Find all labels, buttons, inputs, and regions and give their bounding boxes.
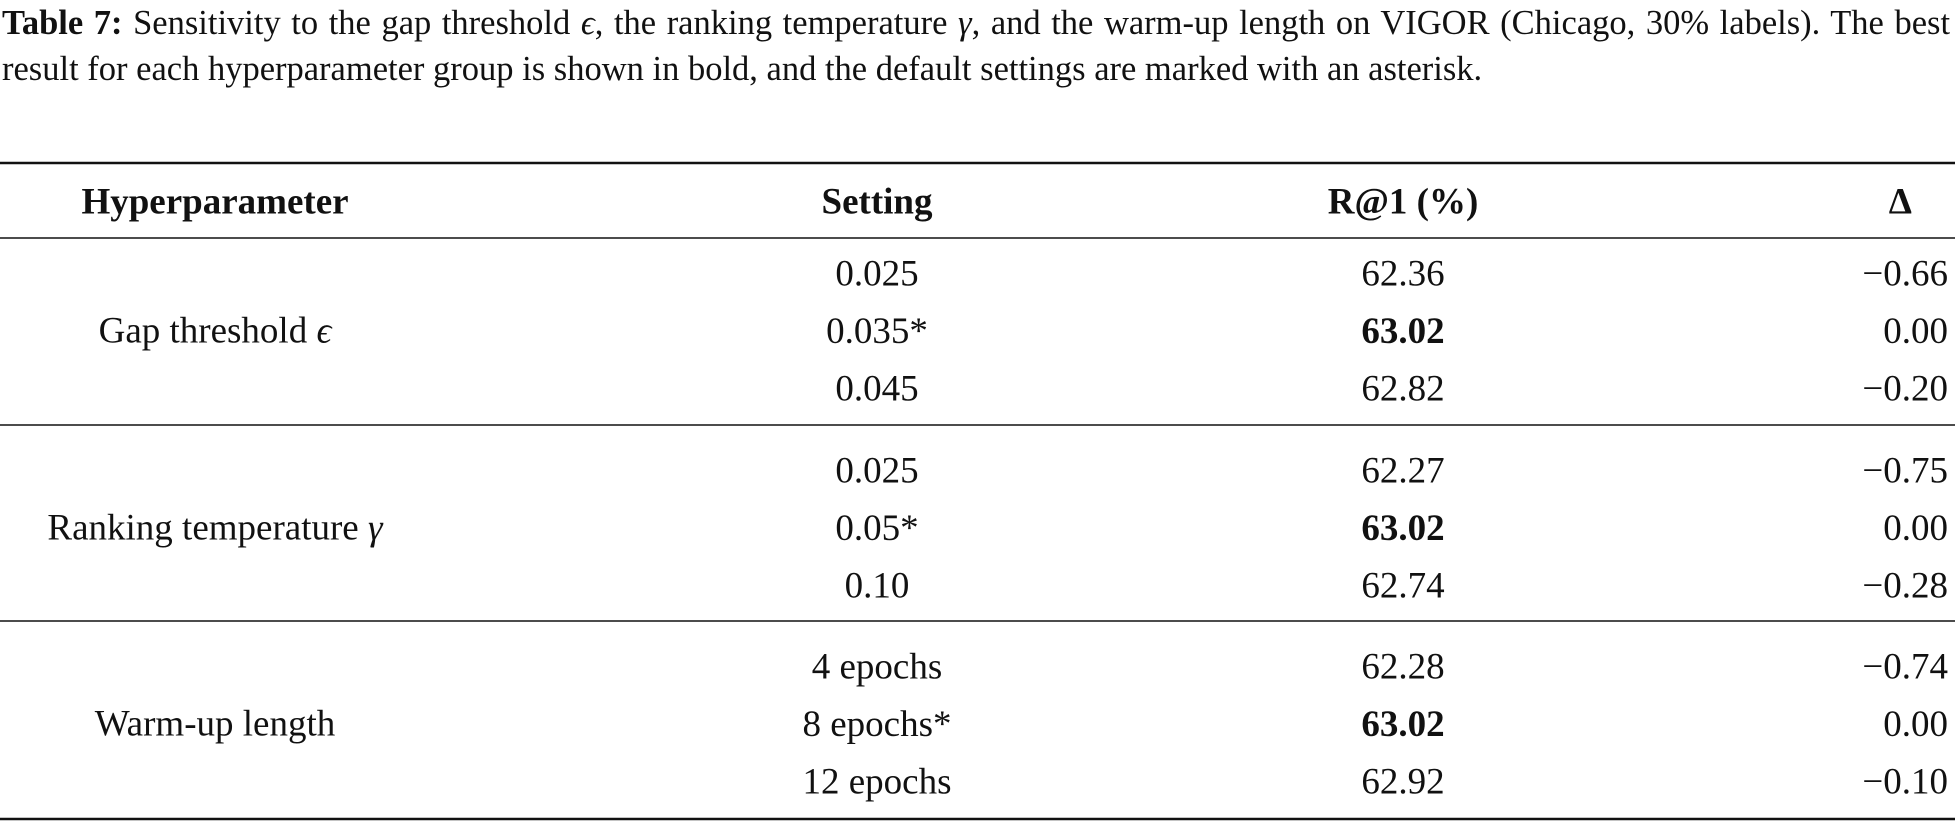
r1-cell: 62.36 — [1361, 253, 1444, 294]
delta-cell: −0.75 — [1862, 450, 1948, 491]
r1-cell: 62.92 — [1361, 761, 1444, 802]
r1-cell: 62.27 — [1361, 450, 1444, 491]
caption-text: ϵ — [580, 4, 595, 42]
caption-text: , and the warm-up length on VIGOR (Chica… — [2, 4, 1951, 88]
group-label: Warm-up length — [95, 704, 336, 745]
r1-cell: 63.02 — [1361, 311, 1444, 352]
header-cell: Setting — [822, 181, 934, 222]
group-symbol: γ — [368, 508, 384, 549]
setting-cell: 4 epochs — [812, 646, 943, 687]
delta-cell: −0.74 — [1862, 646, 1948, 687]
caption: Table 7: Sensitivity to the gap threshol… — [2, 0, 1950, 92]
group-symbol: ϵ — [316, 311, 333, 352]
delta-cell: −0.28 — [1862, 565, 1948, 606]
setting-cell: 0.025 — [835, 450, 918, 491]
group-name: Ranking temperature — [47, 508, 368, 549]
r1-cell: 63.02 — [1361, 704, 1444, 745]
group-label: Ranking temperature γ — [47, 508, 384, 549]
header-cell: R@1 (%) — [1328, 181, 1479, 222]
group-name: Warm-up length — [95, 704, 336, 745]
r1-cell: 62.74 — [1361, 565, 1444, 606]
r1-cell: 63.02 — [1361, 508, 1444, 549]
group-name: Gap threshold — [99, 311, 317, 352]
setting-cell: 0.045 — [835, 368, 918, 409]
header-cell: Hyperparameter — [81, 181, 348, 222]
delta-cell: 0.00 — [1883, 311, 1948, 352]
delta-cell: 0.00 — [1883, 508, 1948, 549]
delta-cell: −0.66 — [1862, 253, 1948, 294]
delta-cell: −0.10 — [1862, 761, 1948, 802]
setting-cell: 0.10 — [845, 565, 910, 606]
group-label: Gap threshold ϵ — [99, 311, 334, 352]
setting-cell: 12 epochs — [803, 761, 952, 802]
r1-cell: 62.82 — [1361, 368, 1444, 409]
setting-cell: 0.025 — [835, 253, 918, 294]
setting-cell: 0.035* — [826, 311, 928, 352]
caption-text: Sensitivity to the gap threshold — [133, 4, 581, 42]
delta-cell: 0.00 — [1883, 704, 1948, 745]
caption-text: γ — [958, 4, 972, 42]
setting-cell: 0.05* — [835, 508, 918, 549]
header-cell: Δ — [1889, 181, 1912, 222]
setting-cell: 8 epochs* — [803, 704, 952, 745]
caption-label: Table 7: — [2, 4, 123, 42]
delta-cell: −0.20 — [1862, 368, 1948, 409]
caption-text: , the ranking temperature — [594, 4, 958, 42]
r1-cell: 62.28 — [1361, 646, 1444, 687]
